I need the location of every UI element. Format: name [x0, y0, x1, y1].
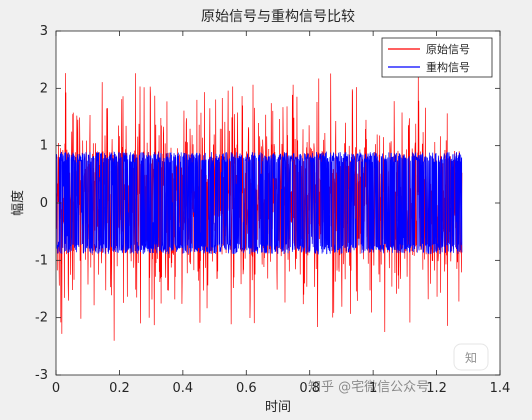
x-axis-label: 时间	[265, 400, 291, 415]
watermark: 知 知乎 @宅微信公众号	[308, 343, 489, 395]
legend-label-reconstructed: 重构信号	[426, 60, 470, 74]
y-tick-label: 1	[40, 139, 48, 154]
x-tick-label: 0.4	[173, 381, 194, 396]
x-tick-label: 1	[369, 381, 377, 396]
series-line-reconstructed	[56, 150, 463, 255]
x-tick-label: 1.2	[426, 381, 447, 396]
chart-title: 原始信号与重构信号比较	[201, 9, 355, 25]
x-tick-label: 0.6	[236, 381, 257, 396]
y-tick-label: 3	[40, 24, 48, 39]
x-axis: 0 0.2 0.4 0.6 0.8 1 1.2 1.4	[52, 31, 510, 396]
legend-box	[381, 37, 493, 78]
y-tick-label: -2	[35, 311, 48, 326]
x-tick-label: 0.2	[109, 381, 130, 396]
x-tick-label: 0	[52, 381, 60, 396]
y-tick-label: -1	[35, 253, 48, 268]
y-tick-label: 2	[40, 81, 48, 96]
watermark-logo-text: 知	[465, 351, 477, 365]
legend: 原始信号 重构信号	[381, 37, 493, 78]
y-tick-label: -3	[35, 368, 48, 383]
x-tick-label: 1.4	[490, 381, 511, 396]
watermark-logo	[453, 343, 489, 371]
y-axis-label: 幅度	[10, 190, 26, 216]
legend-label-original: 原始信号	[426, 42, 470, 56]
y-axis: -3 -2 -1 0 1 2 3	[35, 24, 500, 383]
watermark-text: 知乎 @宅微信公众号	[308, 379, 429, 395]
series-layer	[56, 73, 463, 341]
x-tick-label: 0.8	[299, 381, 320, 396]
y-tick-label: 0	[40, 196, 48, 211]
